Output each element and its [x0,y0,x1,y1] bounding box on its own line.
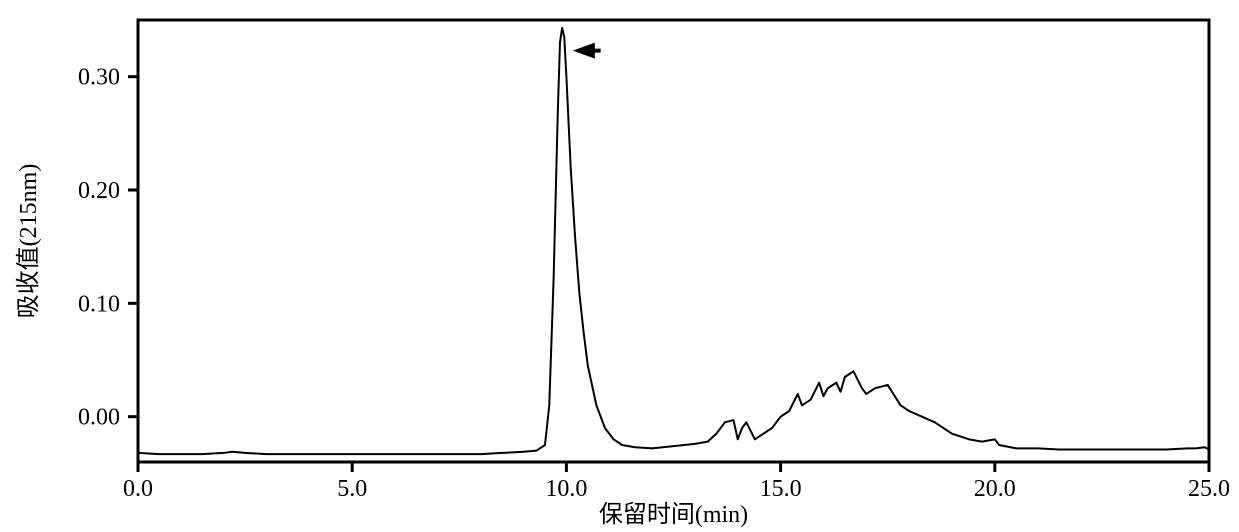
x-tick-label: 5.0 [337,476,367,502]
y-tick-label: 0.00 [78,405,120,431]
chart-bg [0,0,1239,532]
x-tick-label: 0.0 [123,476,153,502]
x-tick-label: 15.0 [760,476,802,502]
chromatogram-chart: 0.0 5.0 10.0 15.0 20.0 25.0 0.00 0.10 0.20 0.30 保留… [0,0,1239,532]
chart-svg: 0.0 5.0 10.0 15.0 20.0 25.0 0.00 0.10 0.20 0.30 保留… [0,0,1239,532]
x-tick-label: 20.0 [974,476,1016,502]
x-tick-label: 10.0 [545,476,587,502]
y-axis-title: 吸收值(215nm) [15,164,42,319]
x-tick-label: 25.0 [1188,476,1230,502]
y-tick-label: 0.10 [78,291,120,317]
y-tick-label: 0.30 [78,65,120,91]
y-tick-label: 0.20 [78,178,120,204]
x-axis-title: 保留时间(min) [599,501,748,528]
